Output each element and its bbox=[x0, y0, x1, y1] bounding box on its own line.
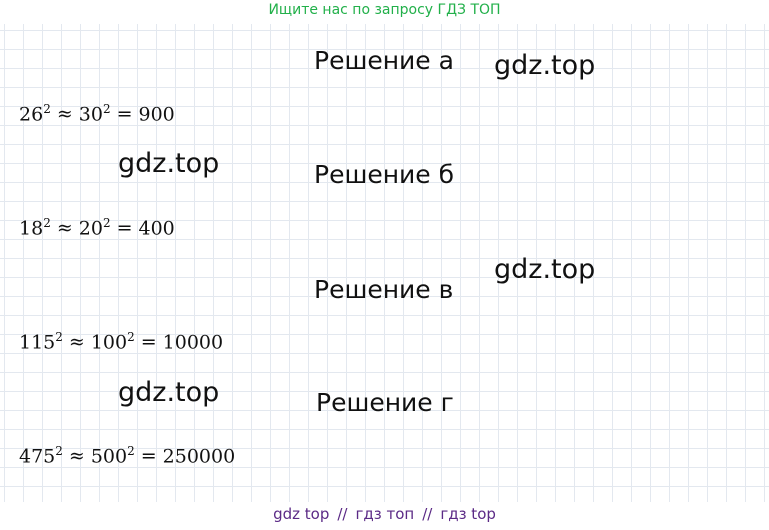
formula: 182 ≈202 = 400 bbox=[19, 216, 175, 239]
result: 250000 bbox=[162, 445, 236, 468]
base: 18 bbox=[19, 217, 44, 240]
exponent: 2 bbox=[55, 330, 63, 344]
footer: gdz top // гдз топ // гдз top bbox=[0, 505, 769, 523]
operator: = bbox=[140, 331, 157, 354]
grid-background bbox=[0, 24, 769, 502]
result: 10000 bbox=[162, 331, 224, 354]
formula: 1152 ≈1002 = 10000 bbox=[19, 330, 223, 353]
formula: 262 ≈302 = 900 bbox=[19, 102, 175, 125]
exponent: 2 bbox=[127, 330, 135, 344]
solution-title: Решение в bbox=[314, 275, 454, 304]
base: 20 bbox=[78, 217, 103, 240]
operator: ≈ bbox=[68, 331, 85, 354]
exponent: 2 bbox=[43, 102, 51, 116]
operator: ≈ bbox=[56, 103, 73, 126]
base: 115 bbox=[19, 331, 56, 354]
footer-link[interactable]: гдз топ bbox=[355, 505, 415, 523]
watermark: gdz.top bbox=[118, 377, 220, 408]
exponent: 2 bbox=[102, 216, 111, 230]
separator: // bbox=[422, 505, 433, 523]
operator: ≈ bbox=[68, 445, 85, 468]
operator: = bbox=[116, 217, 133, 240]
base: 475 bbox=[19, 445, 56, 468]
solution-title: Решение г bbox=[316, 388, 454, 417]
base: 100 bbox=[90, 331, 128, 354]
result: 900 bbox=[138, 103, 175, 126]
footer-link[interactable]: gdz top bbox=[273, 505, 330, 523]
exponent: 2 bbox=[55, 444, 63, 458]
watermark: gdz.top bbox=[118, 148, 220, 179]
operator: = bbox=[116, 103, 133, 126]
formula: 4752 ≈5002 = 250000 bbox=[19, 444, 235, 467]
separator: // bbox=[337, 505, 348, 523]
header: Ищите нас по запросу ГДЗ ТОП bbox=[268, 2, 501, 18]
exponent: 2 bbox=[127, 444, 135, 458]
footer-link[interactable]: гдз top bbox=[440, 505, 496, 523]
base: 26 bbox=[19, 103, 44, 126]
base: 30 bbox=[78, 103, 103, 126]
watermark: gdz.top bbox=[494, 50, 596, 81]
solution-title: Решение б bbox=[314, 160, 455, 189]
solution-title: Решение а bbox=[314, 46, 454, 75]
base: 500 bbox=[90, 445, 128, 468]
watermark: gdz.top bbox=[494, 254, 596, 285]
exponent: 2 bbox=[43, 216, 51, 230]
exponent: 2 bbox=[102, 102, 111, 116]
operator: = bbox=[140, 445, 157, 468]
operator: ≈ bbox=[56, 217, 73, 240]
result: 400 bbox=[138, 217, 175, 240]
